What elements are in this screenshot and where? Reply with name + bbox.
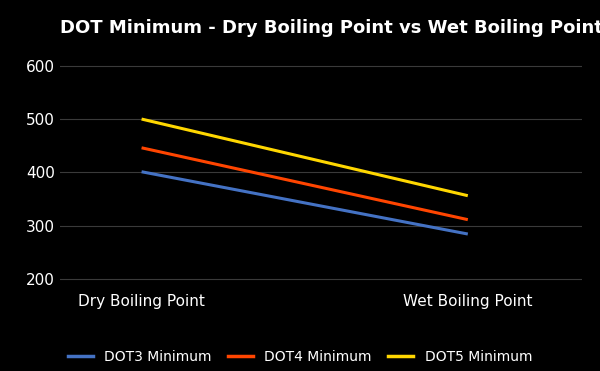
DOT4 Minimum <box>138 145 145 150</box>
DOT4 Minimum <box>464 217 472 222</box>
Line: DOT3 Minimum: DOT3 Minimum <box>142 172 468 234</box>
DOT3 Minimum <box>464 232 472 236</box>
Legend: DOT3 Minimum, DOT4 Minimum, DOT5 Minimum: DOT3 Minimum, DOT4 Minimum, DOT5 Minimum <box>68 350 532 364</box>
Line: DOT4 Minimum: DOT4 Minimum <box>142 148 468 220</box>
DOT3 Minimum <box>138 170 145 174</box>
DOT5 Minimum <box>138 117 145 121</box>
Line: DOT5 Minimum: DOT5 Minimum <box>142 119 468 196</box>
DOT5 Minimum <box>464 193 472 198</box>
Text: DOT Minimum - Dry Boiling Point vs Wet Boiling Point: DOT Minimum - Dry Boiling Point vs Wet B… <box>60 19 600 37</box>
